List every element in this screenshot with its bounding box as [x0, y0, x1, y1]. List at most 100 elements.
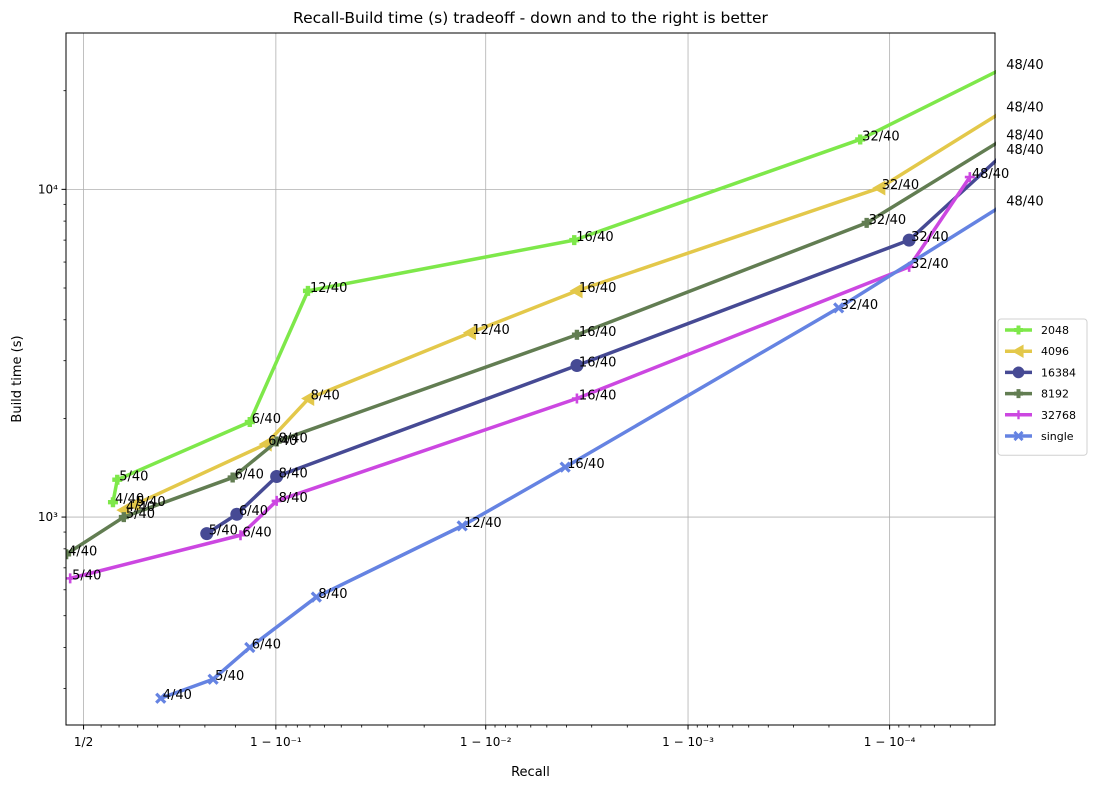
legend-label: single	[1041, 430, 1074, 443]
point-label: 6/40	[242, 525, 271, 540]
data-point	[861, 217, 872, 228]
point-label: 8/40	[318, 587, 347, 602]
point-label: 16/40	[579, 325, 616, 340]
data-point	[155, 692, 167, 704]
point-label: 48/40	[1006, 194, 1043, 209]
legend-label: 16384	[1041, 366, 1076, 379]
data-point	[66, 573, 76, 584]
point-label: 8/40	[311, 389, 340, 404]
data-point	[571, 329, 582, 340]
legend-item-16384: 16384	[1005, 366, 1076, 379]
data-point	[1013, 430, 1024, 442]
point-label: 5/40	[126, 507, 155, 522]
point-label: 8/40	[279, 432, 308, 447]
x-axis-title: Recall	[511, 765, 550, 780]
point-label: 4/40	[126, 500, 155, 515]
data-point	[107, 497, 118, 508]
series-line	[68, 175, 972, 581]
data-point	[310, 591, 322, 603]
data-point	[1014, 325, 1023, 335]
legend-label: 8192	[1041, 388, 1069, 401]
data-point	[855, 134, 866, 145]
point-label: 5/40	[119, 470, 148, 485]
point-label: 4/40	[163, 688, 192, 703]
series-layer	[66, 69, 996, 704]
data-point	[126, 497, 141, 513]
legend-item-4096: 4096	[1005, 344, 1069, 358]
point-label: 32/40	[911, 257, 948, 272]
data-point	[66, 549, 72, 560]
point-label: 32/40	[869, 213, 906, 228]
data-point	[301, 391, 315, 407]
legend-label: 32768	[1041, 409, 1076, 422]
point-label: 8/40	[279, 491, 308, 506]
data-point	[227, 472, 238, 483]
point-label: 5/40	[215, 669, 244, 684]
point-label: 5/40	[72, 568, 101, 583]
data-point	[302, 285, 313, 296]
series-2048	[107, 69, 996, 508]
series-single	[155, 207, 996, 704]
axes: 1/2 1 − 10⁻¹ 1 − 10⁻² 1 − 10⁻³ 1 − 10⁻⁴ 10³ 10…	[38, 90, 971, 749]
data-point	[462, 325, 476, 341]
point-label: 16/40	[567, 457, 604, 472]
data-point	[235, 530, 246, 541]
data-point	[230, 507, 244, 521]
data-point	[1012, 366, 1025, 379]
x-tick-label: 1 − 10⁻⁴	[864, 735, 916, 749]
legend-label: 4096	[1041, 345, 1069, 358]
data-point	[244, 417, 255, 428]
x-tick-label: 1 − 10⁻¹	[250, 735, 302, 749]
legend-item-2048: 2048	[1005, 324, 1069, 337]
legend-label: 2048	[1041, 324, 1069, 337]
point-label: 16/40	[579, 281, 616, 296]
series-16384	[200, 158, 996, 541]
data-point	[559, 461, 571, 473]
chart-title: Recall-Build time (s) tradeoff - down an…	[293, 9, 769, 27]
data-point	[271, 495, 282, 506]
x-tick-label: 1/2	[74, 735, 93, 749]
data-point	[116, 502, 130, 518]
data-point	[571, 393, 582, 404]
point-label: 48/40	[972, 167, 1009, 182]
point-label: 6/40	[252, 637, 281, 652]
data-point	[1014, 389, 1023, 399]
data-point	[964, 172, 975, 183]
data-point	[833, 302, 845, 314]
point-label: 32/40	[882, 178, 919, 193]
point-labels: 4/405/406/4012/4016/4032/4048/404/405/40…	[68, 58, 1044, 703]
legend: 2048 4096 16384 8192 32768 single	[997, 318, 1088, 456]
point-label: 12/40	[464, 516, 501, 531]
x-tick-label: 1 − 10⁻³	[662, 735, 714, 749]
grid	[66, 33, 995, 725]
legend-item-8192: 8192	[1005, 388, 1069, 401]
point-label: 12/40	[472, 323, 509, 338]
series-line	[122, 113, 996, 512]
y-axis-title: Build time (s)	[10, 335, 25, 422]
point-label: 5/40	[209, 524, 238, 539]
data-point	[1014, 410, 1023, 420]
point-label: 16/40	[579, 389, 616, 404]
point-label: 48/40	[1006, 58, 1043, 73]
point-label: 16/40	[576, 230, 613, 245]
x-tick-label: 1 − 10⁻²	[460, 735, 512, 749]
point-label: 6/40	[239, 504, 268, 519]
legend-item-32768: 32768	[1005, 409, 1076, 422]
point-label: 32/40	[911, 230, 948, 245]
series-8192	[66, 141, 996, 560]
data-point	[1011, 344, 1024, 358]
legend-item-single: single	[1005, 430, 1074, 443]
point-label: 48/40	[1006, 101, 1043, 116]
data-point	[569, 283, 583, 299]
point-label: 16/40	[579, 356, 616, 371]
point-label: 12/40	[310, 281, 347, 296]
data-point	[570, 359, 584, 373]
point-label: 6/40	[235, 468, 264, 483]
data-point	[872, 180, 886, 196]
point-label: 48/40	[1006, 143, 1043, 158]
point-label: 8/40	[279, 466, 308, 481]
point-label: 32/40	[841, 298, 878, 313]
point-label: 48/40	[1006, 128, 1043, 143]
